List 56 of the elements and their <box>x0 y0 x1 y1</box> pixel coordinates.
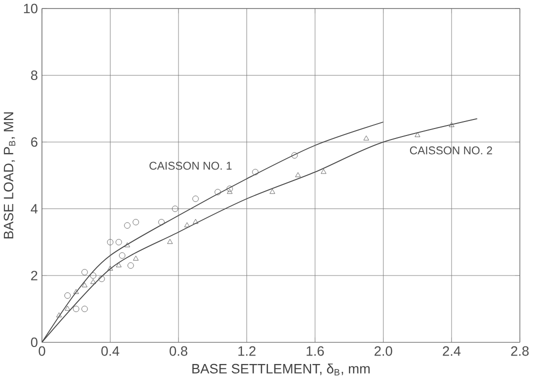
y-tick-label: 4 <box>30 204 38 214</box>
point <box>116 238 122 246</box>
point <box>64 292 71 299</box>
point <box>107 266 113 270</box>
point <box>124 242 130 248</box>
y-tick-label: 0 <box>30 337 38 347</box>
point <box>90 272 96 279</box>
series-label: CAISSON NO. 1 <box>150 162 232 170</box>
point <box>192 196 199 202</box>
x-axis-title: BASE SETTLEMENT, δ$_{B}$, mm <box>192 364 370 376</box>
x-tick-label: 1.6 <box>306 346 324 356</box>
point <box>448 122 454 127</box>
point <box>252 168 258 176</box>
point <box>73 289 79 294</box>
point <box>98 276 105 282</box>
point <box>363 135 370 140</box>
point <box>270 188 276 194</box>
x-tick-label: 0 <box>38 346 46 356</box>
point <box>81 268 88 276</box>
point <box>72 306 80 312</box>
y-tick-label: 2 <box>31 270 38 280</box>
point <box>56 312 62 318</box>
point <box>172 206 178 212</box>
point <box>414 132 420 137</box>
point <box>132 218 139 226</box>
series-label: CAISSON NO. 2 <box>410 146 492 154</box>
point <box>167 238 173 244</box>
x-tick-label: 0.4 <box>101 346 120 356</box>
point <box>82 282 88 288</box>
point <box>81 306 88 312</box>
point <box>295 172 301 178</box>
x-tick-label: 0.8 <box>170 346 188 356</box>
point <box>158 218 165 226</box>
point <box>116 262 122 268</box>
point <box>226 188 232 194</box>
point <box>320 168 326 174</box>
point <box>128 262 134 269</box>
point <box>291 152 298 158</box>
y-tick-label: 8 <box>31 70 38 80</box>
x-tick-label: 1.2 <box>238 346 256 356</box>
point <box>214 188 221 196</box>
point <box>119 252 126 259</box>
point <box>64 306 70 311</box>
point <box>192 218 198 224</box>
point <box>90 278 96 284</box>
y-axis-title: BASE LOAD, P$_{B}$, MN <box>4 112 16 238</box>
point <box>124 222 130 229</box>
y-tick-label: 10 <box>24 4 38 14</box>
x-tick-label: 2.4 <box>442 346 461 356</box>
point <box>133 256 139 260</box>
point <box>107 238 114 246</box>
x-tick-label: 2.8 <box>511 346 529 356</box>
point <box>184 222 190 228</box>
x-tick-label: 2.0 <box>374 346 392 356</box>
point <box>226 186 233 192</box>
y-tick-label: 6 <box>31 137 38 147</box>
